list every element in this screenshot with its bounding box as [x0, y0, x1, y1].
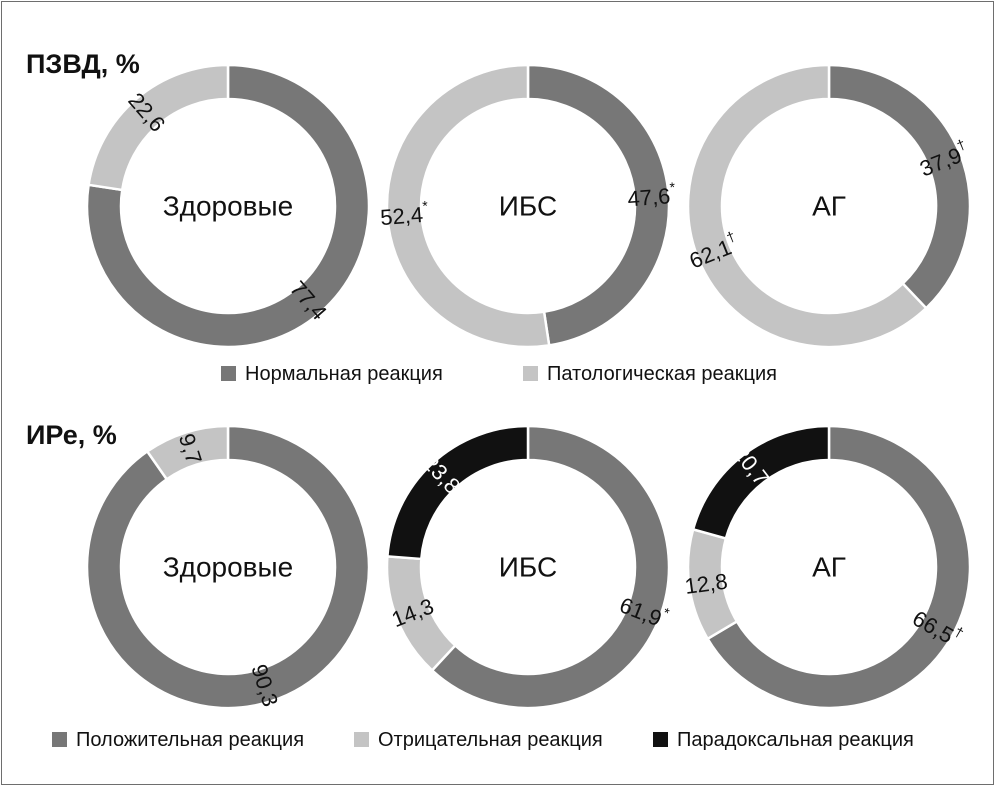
legend-item-1-0: Положительная реакция — [52, 729, 304, 751]
donut-slice — [526, 63, 671, 347]
panel-title-pzvd: ПЗВД, % — [26, 49, 140, 79]
donut-slice — [827, 63, 972, 310]
donut-slice — [385, 63, 551, 349]
donut-slice — [705, 424, 972, 710]
legend-label: Положительная реакция — [76, 729, 304, 751]
legend-swatch — [354, 732, 369, 747]
data-label-value: 52,4 — [379, 201, 424, 229]
data-label: 47,6* — [626, 179, 677, 211]
significance-mark: * — [422, 198, 429, 214]
legend-item-1-2: Парадоксальная реакция — [653, 729, 914, 751]
donut-slice — [85, 63, 371, 349]
legend-label: Нормальная реакция — [245, 363, 443, 385]
donut-center-label: Здоровые — [163, 552, 294, 583]
donut-slice — [691, 424, 831, 540]
donut-chart-1-1: 61,9*14,323,8*ИБС — [385, 424, 672, 710]
donut-center-label: АГ — [812, 552, 846, 583]
legend-item-0-1: Патологическая реакция — [523, 363, 777, 385]
data-label-value: 12,8 — [683, 568, 729, 598]
legends-layer: Нормальная реакция Патологическая реакция… — [52, 363, 914, 751]
legend-label: Отрицательная реакция — [378, 729, 603, 751]
donut-chart-1-2: 66,5†12,820,7†АГ — [683, 424, 972, 710]
donut-center-label: ИБС — [499, 552, 557, 583]
legend-swatch — [221, 366, 236, 381]
legend-label: Парадоксальная реакция — [677, 729, 914, 751]
legend-label: Патологическая реакция — [547, 363, 777, 385]
legend-item-1-1: Отрицательная реакция — [354, 729, 603, 751]
data-label: 52,4* — [379, 198, 430, 230]
legend-swatch — [523, 366, 538, 381]
donut-center-label: Здоровые — [163, 191, 294, 222]
donut-slice — [85, 424, 371, 710]
donut-slice — [430, 424, 671, 710]
donut-center-label: АГ — [812, 191, 846, 222]
significance-mark: * — [661, 604, 672, 621]
legend-swatch — [52, 732, 67, 747]
legend-item-0-0: Нормальная реакция — [221, 363, 443, 385]
data-label-value: 47,6 — [627, 183, 672, 211]
donut-slice — [145, 424, 230, 482]
significance-mark: * — [669, 179, 676, 195]
panel-title-ire: ИРе, % — [26, 420, 117, 450]
donut-slice — [386, 424, 530, 561]
donut-chart-0-2: 37,9†62,1†АГ — [686, 63, 972, 349]
legend-swatch — [653, 732, 668, 747]
data-label: 12,8 — [683, 568, 729, 598]
donut-chart-0-1: 47,6*52,4* ИБС — [379, 63, 677, 349]
donut-slice — [87, 63, 230, 192]
donut-slice — [686, 63, 928, 349]
donut-center-label: ИБС — [499, 191, 557, 222]
